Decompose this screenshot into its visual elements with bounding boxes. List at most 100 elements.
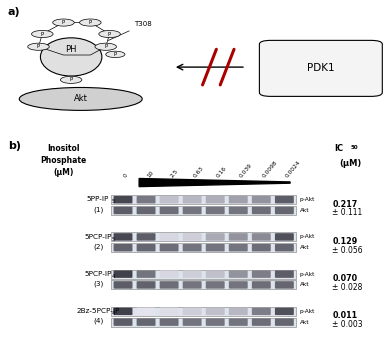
Text: p-Akt: p-Akt [300,197,315,202]
Text: (2): (2) [93,244,103,250]
Text: 10: 10 [146,170,154,178]
Text: T308: T308 [108,21,152,40]
Bar [111,195,296,204]
FancyBboxPatch shape [160,207,179,214]
Bar [111,270,296,279]
FancyBboxPatch shape [229,244,248,252]
Circle shape [32,30,53,38]
FancyBboxPatch shape [275,308,294,315]
FancyBboxPatch shape [260,40,382,96]
Text: 0.129: 0.129 [332,237,358,246]
Text: (μM): (μM) [53,168,74,177]
Text: (1): (1) [93,206,103,213]
FancyBboxPatch shape [136,207,156,214]
FancyBboxPatch shape [136,233,156,241]
FancyBboxPatch shape [183,244,201,252]
FancyBboxPatch shape [275,233,294,241]
Circle shape [53,19,74,26]
FancyBboxPatch shape [252,196,271,204]
FancyBboxPatch shape [275,207,294,214]
Text: 5: 5 [111,237,115,241]
FancyBboxPatch shape [206,318,225,326]
Bar [111,206,296,215]
FancyBboxPatch shape [206,244,225,252]
Text: P: P [41,31,44,37]
Text: IC: IC [334,144,343,153]
Circle shape [28,43,49,50]
Text: a): a) [8,7,20,17]
Text: Inositol: Inositol [47,144,80,153]
Polygon shape [139,178,290,187]
Text: ± 0.028: ± 0.028 [332,283,363,292]
FancyBboxPatch shape [183,270,201,278]
Text: Akt: Akt [300,245,309,250]
FancyBboxPatch shape [275,270,294,278]
FancyBboxPatch shape [206,196,225,204]
FancyBboxPatch shape [183,281,201,289]
Text: 5PP-IP: 5PP-IP [87,196,109,203]
FancyBboxPatch shape [252,207,271,214]
FancyBboxPatch shape [160,308,179,315]
Text: 4: 4 [111,311,115,316]
FancyBboxPatch shape [275,196,294,204]
FancyBboxPatch shape [183,318,201,326]
Text: ± 0.003: ± 0.003 [332,320,363,329]
Text: 0.0098: 0.0098 [261,159,278,178]
Text: 2Bz-5PCP-IP: 2Bz-5PCP-IP [76,308,120,314]
Bar [111,233,296,241]
FancyBboxPatch shape [160,270,179,278]
Bar [111,307,296,316]
FancyBboxPatch shape [206,233,225,241]
FancyBboxPatch shape [252,233,271,241]
FancyBboxPatch shape [114,196,132,204]
FancyBboxPatch shape [160,196,179,204]
FancyBboxPatch shape [206,270,225,278]
FancyBboxPatch shape [114,270,132,278]
Text: Phosphate: Phosphate [40,156,87,165]
FancyBboxPatch shape [252,244,271,252]
Text: 5: 5 [111,199,115,204]
FancyBboxPatch shape [114,207,132,214]
FancyBboxPatch shape [160,244,179,252]
Text: p-Akt: p-Akt [300,234,315,239]
Text: P: P [108,31,111,37]
FancyBboxPatch shape [136,196,156,204]
Text: 0.16: 0.16 [215,165,227,178]
Text: PDK1: PDK1 [307,63,335,73]
FancyBboxPatch shape [229,233,248,241]
Text: Akt: Akt [300,319,309,325]
FancyBboxPatch shape [229,207,248,214]
FancyBboxPatch shape [183,196,201,204]
FancyBboxPatch shape [114,308,132,315]
Ellipse shape [19,88,142,110]
Circle shape [106,51,125,58]
Circle shape [95,43,116,50]
Text: p-Akt: p-Akt [300,272,315,277]
Text: 0.0024: 0.0024 [284,159,301,178]
Text: 0.039: 0.039 [238,162,253,178]
Text: p-Akt: p-Akt [300,309,315,314]
Text: Akt: Akt [300,208,309,213]
FancyBboxPatch shape [275,281,294,289]
Text: (3): (3) [93,281,103,287]
FancyBboxPatch shape [229,196,248,204]
FancyBboxPatch shape [229,281,248,289]
FancyBboxPatch shape [183,233,201,241]
FancyBboxPatch shape [275,244,294,252]
Text: P: P [62,20,65,25]
Text: (μM): (μM) [339,159,361,168]
Text: 0.070: 0.070 [332,274,358,283]
FancyBboxPatch shape [252,318,271,326]
Text: 0: 0 [123,172,129,178]
FancyBboxPatch shape [114,244,132,252]
Circle shape [80,19,101,26]
FancyBboxPatch shape [136,308,156,315]
FancyBboxPatch shape [206,207,225,214]
Bar [111,318,296,327]
FancyBboxPatch shape [136,270,156,278]
FancyBboxPatch shape [229,270,248,278]
FancyBboxPatch shape [183,308,201,315]
Bar [111,280,296,289]
Text: 4: 4 [111,274,115,279]
Text: P: P [89,20,92,25]
